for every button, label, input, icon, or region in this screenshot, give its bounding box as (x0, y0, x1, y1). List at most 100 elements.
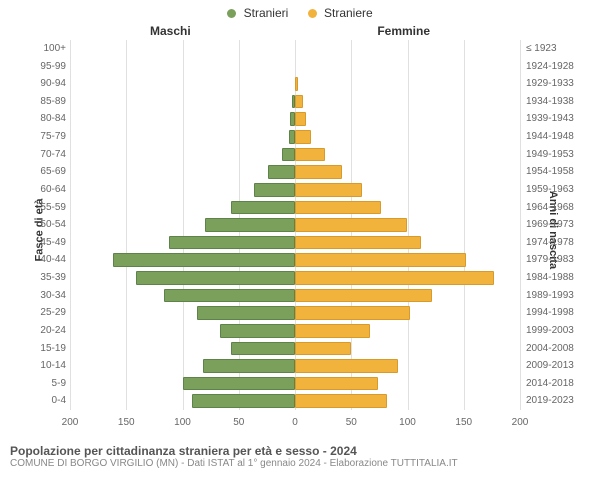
y-tick-birth: 2004-2008 (526, 340, 594, 358)
legend-female: Straniere (308, 6, 373, 20)
y-tick-birth: 1939-1943 (526, 110, 594, 128)
pyramid-row (70, 234, 520, 252)
y-tick-age: 45-49 (6, 234, 66, 252)
pyramid-row (70, 392, 520, 410)
y-tick-birth: 1984-1988 (526, 269, 594, 287)
pyramid-row (70, 181, 520, 199)
y-tick-age: 0-4 (6, 392, 66, 410)
footer-title: Popolazione per cittadinanza straniera p… (10, 444, 590, 458)
bar-male (282, 148, 295, 162)
pyramid-row (70, 340, 520, 358)
bar-male (231, 342, 295, 356)
bar-male (220, 324, 295, 338)
bar-female (295, 253, 466, 267)
y-tick-birth: 1954-1958 (526, 163, 594, 181)
bar-female (295, 130, 311, 144)
bar-male (136, 271, 296, 285)
x-tick-label: 100 (399, 417, 416, 428)
bar-male (203, 359, 295, 373)
legend-male: Stranieri (227, 6, 288, 20)
y-tick-birth: 1974-1978 (526, 234, 594, 252)
bar-male (205, 218, 295, 232)
y-tick-birth: 1994-1998 (526, 304, 594, 322)
x-tick-label: 150 (455, 417, 472, 428)
y-tick-birth: 1934-1938 (526, 93, 594, 111)
bar-male (113, 253, 295, 267)
x-tick-label: 50 (233, 417, 244, 428)
pyramid-row (70, 58, 520, 76)
y-tick-age: 35-39 (6, 269, 66, 287)
y-tick-age: 25-29 (6, 304, 66, 322)
bar-male (231, 201, 295, 215)
x-tick-label: 50 (346, 417, 357, 428)
y-tick-age: 80-84 (6, 110, 66, 128)
bar-female (295, 183, 362, 197)
y-tick-age: 10-14 (6, 357, 66, 375)
y-tick-birth: 1979-1983 (526, 251, 594, 269)
y-tick-birth: 1999-2003 (526, 322, 594, 340)
x-tick-label: 200 (512, 417, 529, 428)
y-tick-age: 55-59 (6, 199, 66, 217)
bar-female (295, 394, 387, 408)
pyramid-row (70, 251, 520, 269)
pyramid-row (70, 269, 520, 287)
y-tick-birth: 1969-1973 (526, 216, 594, 234)
bar-female (295, 271, 494, 285)
y-tick-birth: 2009-2013 (526, 357, 594, 375)
pyramid-row (70, 216, 520, 234)
bar-male (192, 394, 295, 408)
grid-line (520, 40, 521, 410)
pyramid-row (70, 146, 520, 164)
bar-male (197, 306, 295, 320)
x-tick-label: 200 (62, 417, 79, 428)
x-tick-label: 0 (292, 417, 298, 428)
y-tick-age: 60-64 (6, 181, 66, 199)
column-title-male: Maschi (150, 24, 191, 38)
y-tick-age: 75-79 (6, 128, 66, 146)
bar-female (295, 201, 381, 215)
bar-female (295, 324, 370, 338)
column-title-female: Femmine (377, 24, 430, 38)
bar-female (295, 165, 342, 179)
y-tick-age: 40-44 (6, 251, 66, 269)
bar-female (295, 148, 325, 162)
bar-female (295, 95, 303, 109)
pyramid-row (70, 322, 520, 340)
pyramid-row (70, 199, 520, 217)
y-tick-birth: 1964-1968 (526, 199, 594, 217)
y-tick-age: 65-69 (6, 163, 66, 181)
bar-male (183, 377, 295, 391)
y-tick-age: 50-54 (6, 216, 66, 234)
pyramid-row (70, 40, 520, 58)
bar-female (295, 77, 298, 91)
plot-area: 05050100100150150200200 (70, 40, 520, 410)
pyramid-row (70, 93, 520, 111)
y-tick-birth: 1924-1928 (526, 58, 594, 76)
bar-female (295, 306, 410, 320)
y-tick-age: 5-9 (6, 375, 66, 393)
bar-female (295, 112, 306, 126)
footer-subtitle: COMUNE DI BORGO VIRGILIO (MN) - Dati IST… (10, 458, 590, 469)
legend-dot-male (227, 9, 236, 18)
legend-label-male: Stranieri (244, 6, 289, 20)
bar-female (295, 289, 432, 303)
y-tick-age: 70-74 (6, 146, 66, 164)
y-tick-birth: 1944-1948 (526, 128, 594, 146)
legend-dot-female (308, 9, 317, 18)
y-tick-age: 85-89 (6, 93, 66, 111)
y-tick-birth: 1959-1963 (526, 181, 594, 199)
y-tick-age: 95-99 (6, 58, 66, 76)
bar-male (164, 289, 295, 303)
bar-female (295, 218, 407, 232)
legend-label-female: Straniere (324, 6, 373, 20)
bar-female (295, 359, 398, 373)
bar-female (295, 236, 421, 250)
chart: Maschi Femmine Fasce di età Anni di nasc… (0, 20, 600, 440)
pyramid-row (70, 75, 520, 93)
y-tick-birth: 1949-1953 (526, 146, 594, 164)
x-tick-label: 150 (118, 417, 135, 428)
pyramid-row (70, 128, 520, 146)
pyramid-row (70, 110, 520, 128)
y-tick-birth: 2014-2018 (526, 375, 594, 393)
pyramid-row (70, 357, 520, 375)
